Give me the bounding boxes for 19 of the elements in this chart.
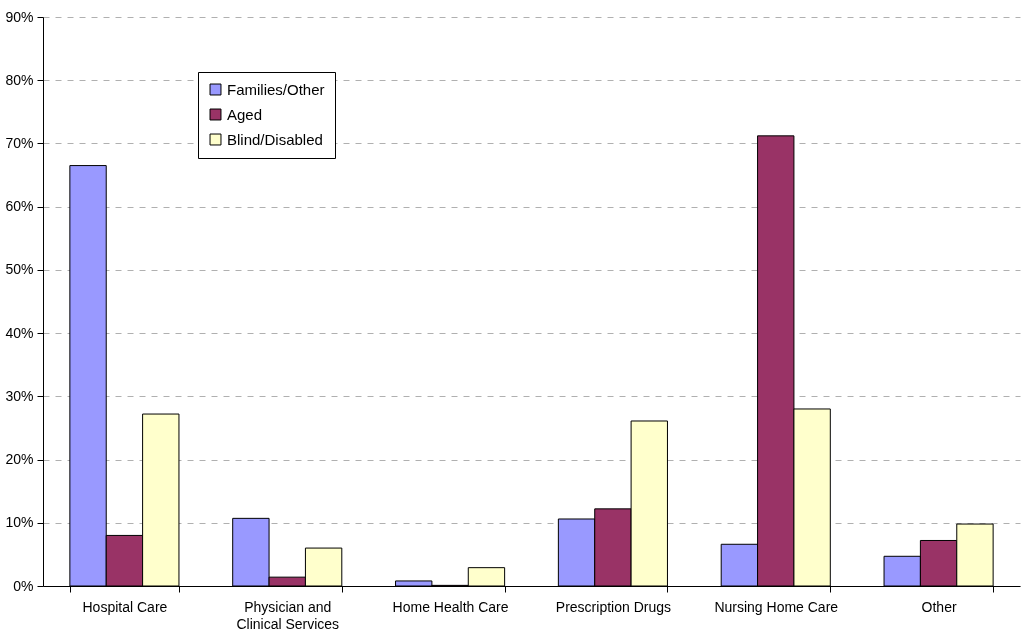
legend-label: Aged: [227, 105, 263, 123]
y-tick-label: 50%: [5, 261, 34, 278]
legend-label: Blind/Disabled: [227, 130, 323, 148]
x-tick-label: Prescription Drugs: [555, 598, 671, 615]
y-tick-label: 60%: [5, 198, 34, 215]
y-tick-label: 0%: [13, 577, 34, 594]
x-tick-label: Home Health Care: [392, 598, 509, 615]
y-tick-label: 70%: [5, 134, 34, 151]
y-tick-label: 20%: [5, 451, 34, 468]
y-tick-label: 40%: [5, 324, 34, 341]
x-tick-label: Other: [921, 598, 957, 615]
x-tick-label: Nursing Home Care: [714, 598, 839, 615]
x-tick-label: Physician and Clinical Services: [236, 598, 340, 632]
y-tick-label: 90%: [5, 8, 34, 25]
legend-label: Families/Other: [227, 80, 325, 98]
x-tick-label: Hospital Care: [82, 598, 168, 615]
y-tick-label: 30%: [5, 387, 34, 404]
y-tick-label: 80%: [5, 71, 34, 88]
y-tick-label: 10%: [5, 514, 34, 531]
